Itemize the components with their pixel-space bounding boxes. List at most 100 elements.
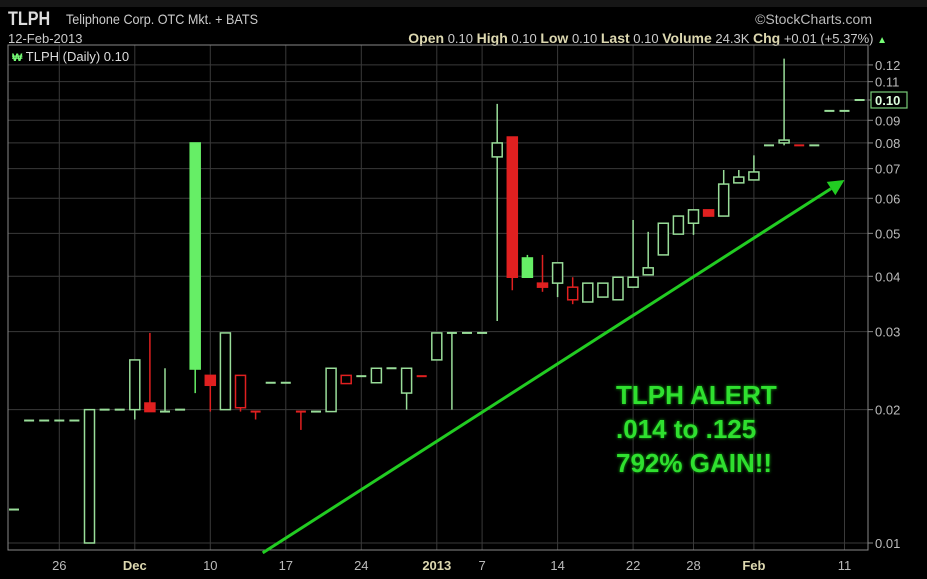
candle-body [672, 215, 685, 235]
x-tick-label: 11 [838, 558, 852, 573]
candle-body [340, 374, 352, 385]
window-top-bar [0, 0, 927, 7]
candle [144, 332, 156, 413]
triangle-up-icon: ▲ [877, 35, 887, 46]
candle [612, 276, 624, 301]
chart-legend: ₩ TLPH (Daily) 0.10 [12, 49, 129, 64]
last-label: Last [600, 30, 630, 46]
candle [566, 277, 579, 305]
y-tick-label: 0.03 [875, 325, 900, 340]
candle-body [144, 402, 156, 413]
brand-logo[interactable]: ©StockCharts.com [755, 11, 872, 27]
last-price-label: 0.10 [875, 93, 900, 108]
x-tick-label: 24 [354, 558, 368, 573]
candle [160, 368, 170, 413]
candle [642, 231, 654, 276]
candle-body [491, 142, 503, 158]
trend-arrow-line [261, 187, 832, 555]
candle-body [612, 276, 624, 301]
y-tick-label: 0.07 [875, 162, 900, 177]
candle [748, 155, 760, 181]
y-tick-label: 0.04 [875, 269, 900, 284]
candle-body [597, 282, 609, 298]
candle-body [687, 209, 700, 224]
alert-line-3: 792% GAIN!! [616, 448, 773, 478]
candle [582, 282, 594, 303]
plot-border [7, 44, 869, 551]
candle-body [642, 267, 654, 276]
candle [83, 408, 96, 544]
high-value: 0.10 [511, 31, 537, 46]
candle [778, 58, 790, 146]
y-tick-label: 0.06 [875, 191, 900, 206]
alert-annotation: TLPH ALERT .014 to .125 792% GAIN!! [616, 378, 777, 480]
candle [702, 209, 715, 217]
candle [204, 374, 217, 412]
chg-value: +0.01 (+5.37%) [783, 31, 874, 46]
chg-label: Chg [753, 30, 781, 46]
candle [340, 374, 352, 385]
candle [189, 142, 201, 394]
candle-body [506, 136, 519, 279]
candle [129, 359, 141, 420]
candle [672, 215, 685, 235]
x-tick-label: 10 [203, 558, 217, 573]
candle-body [370, 367, 383, 384]
company-name: Teliphone Corp. OTC Mkt. + BATS [66, 11, 258, 27]
x-tick-label: 17 [279, 558, 293, 573]
y-tick-label: 0.08 [875, 136, 900, 151]
alert-line-1: TLPH ALERT [616, 380, 777, 410]
volume-label: Volume [662, 30, 712, 46]
candle [446, 331, 457, 410]
open-label: Open [408, 30, 445, 46]
candle [431, 332, 443, 361]
high-label: High [476, 30, 508, 46]
y-tick-label: 0.05 [875, 226, 900, 241]
candle-body [400, 367, 413, 394]
candle [733, 170, 745, 184]
candle-body [325, 367, 337, 413]
candle-body [702, 209, 715, 217]
candle-body [219, 332, 232, 411]
candle [325, 367, 337, 413]
candle-body [717, 183, 730, 217]
last-price-badge [870, 91, 908, 109]
candle-body [431, 332, 443, 361]
candle [506, 136, 519, 291]
candle [551, 262, 564, 298]
last-value: 0.10 [633, 31, 659, 46]
candle-body [83, 408, 96, 544]
x-tick-label: 28 [686, 558, 700, 573]
candle [717, 170, 730, 217]
candle [234, 374, 247, 412]
ticker-symbol: TLPH [8, 9, 51, 30]
low-label: Low [540, 30, 569, 46]
x-tick-label: Dec [123, 558, 147, 573]
candle [491, 103, 503, 322]
candle-body [551, 262, 564, 284]
candle-body [778, 139, 790, 144]
candle [597, 282, 609, 298]
low-value: 0.10 [571, 31, 598, 46]
x-tick-label: 22 [626, 558, 640, 573]
candle-body [566, 286, 579, 301]
candle-body [657, 222, 670, 256]
candle [627, 219, 639, 288]
candle-body [536, 282, 549, 288]
volume-value: 24.3K [715, 31, 750, 46]
y-tick-label: 0.11 [875, 75, 899, 90]
x-tick-label: Feb [742, 558, 765, 573]
candle-body [521, 257, 534, 279]
candle-body [204, 374, 217, 387]
alert-line-2: .014 to .125 [616, 414, 757, 444]
candle-body [129, 359, 141, 411]
x-tick-label: 26 [52, 558, 66, 573]
candle [295, 410, 306, 430]
y-tick-label: 0.12 [875, 58, 900, 73]
candle [536, 254, 549, 292]
candle-body [189, 142, 201, 370]
candle [657, 222, 670, 256]
candle-body [582, 282, 594, 303]
candle-body [627, 276, 639, 288]
